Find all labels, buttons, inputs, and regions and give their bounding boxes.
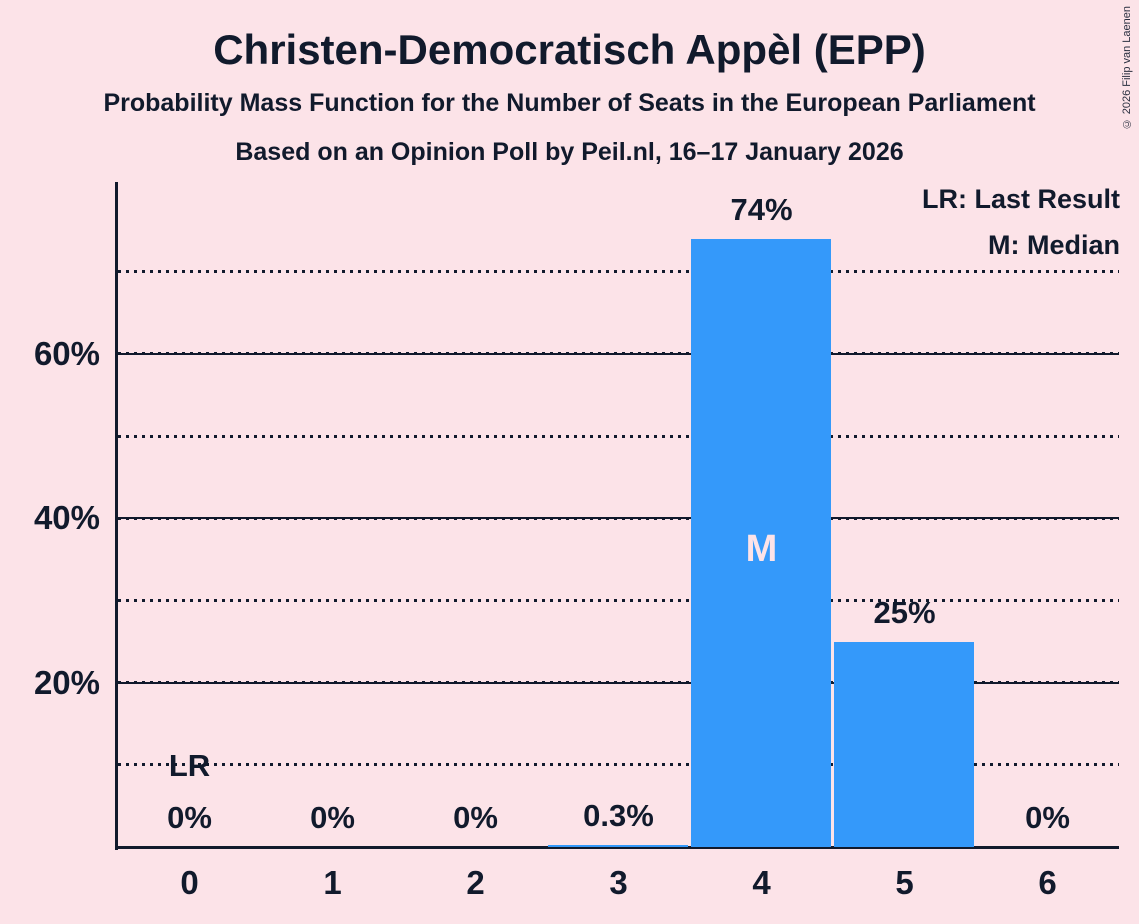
gridline-dotted-40pct <box>118 516 1119 520</box>
y-tick-label-20: 20% <box>33 663 100 701</box>
gridline-dotted-60pct <box>118 352 1119 356</box>
gridline-dotted-50pct <box>118 434 1119 438</box>
legend-median: M: Median <box>988 230 1120 260</box>
legend-last-result: LR: Last Result <box>921 184 1120 214</box>
value-label-seat-5: 25% <box>873 594 936 630</box>
value-label-seat-3: 0.3% <box>583 797 654 833</box>
last-result-marker: LR <box>168 748 211 783</box>
value-label-seat-1: 0% <box>310 800 355 835</box>
x-tick-label-2: 2 <box>466 864 485 901</box>
x-tick-label-6: 6 <box>1038 864 1057 901</box>
gridline-dotted-20pct <box>118 681 1119 685</box>
x-tick-label-5: 5 <box>895 864 914 901</box>
chart-subtitle-poll: Based on an Opinion Poll by Peil.nl, 16–… <box>235 138 904 166</box>
bar-seat-4 <box>691 238 831 847</box>
x-axis-line <box>115 846 1119 849</box>
y-axis-line <box>115 182 118 850</box>
gridline-dotted-10pct <box>118 763 1119 767</box>
x-tick-label-4: 4 <box>752 864 771 901</box>
value-label-seat-2: 0% <box>453 800 498 835</box>
x-tick-label-3: 3 <box>609 864 628 901</box>
x-tick-label-1: 1 <box>323 864 342 901</box>
y-tick-label-40: 40% <box>33 499 100 537</box>
value-label-seat-6: 0% <box>1025 800 1070 835</box>
gridline-dotted-30pct <box>118 598 1119 602</box>
bar-seat-3 <box>548 844 688 847</box>
bar-seat-5 <box>834 641 974 847</box>
x-tick-label-0: 0 <box>180 864 199 901</box>
chart-subtitle-pmf: Probability Mass Function for the Number… <box>103 89 1036 117</box>
copyright-note: © 2026 Filip van Laenen <box>1121 6 1133 130</box>
value-label-seat-4: 74% <box>730 191 793 227</box>
chart-legend: LR: Last Result M: Median <box>922 186 1120 259</box>
median-marker: M <box>745 528 778 570</box>
y-tick-label-60: 60% <box>33 334 100 372</box>
plot-area: 0% 0% 0% 0.3% 74% 25% 0% LR M <box>118 182 1119 847</box>
chart-title: Christen-Democratisch Appèl (EPP) <box>213 26 926 73</box>
gridline-dotted-70pct <box>118 270 1119 274</box>
value-label-seat-0: 0% <box>167 800 212 835</box>
